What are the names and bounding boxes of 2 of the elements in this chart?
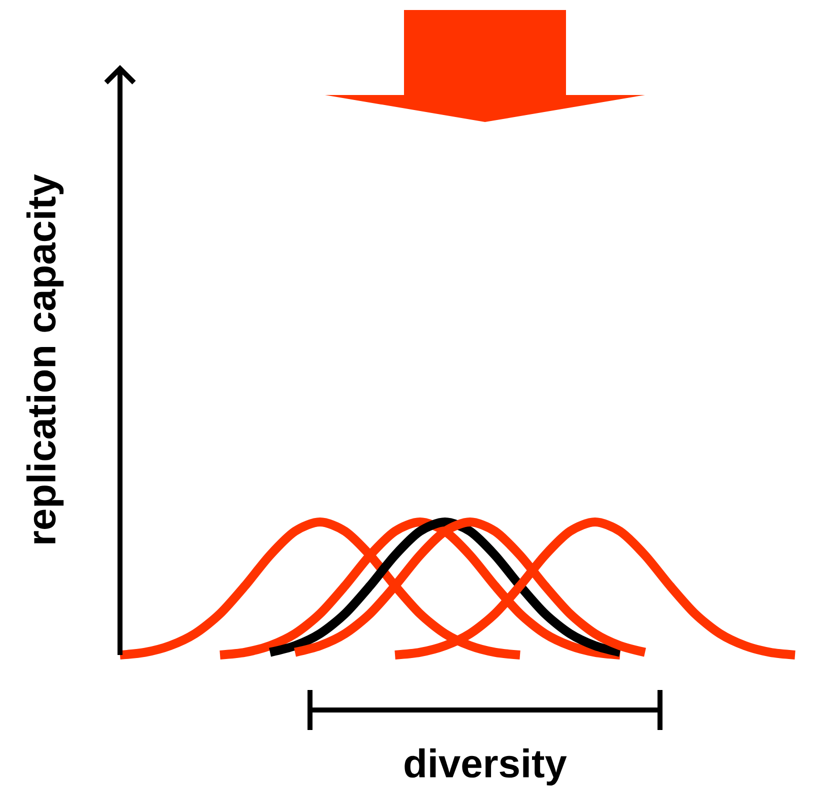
x-axis-title: diversity <box>404 748 567 786</box>
y-axis-title: replication capacity <box>26 174 64 544</box>
